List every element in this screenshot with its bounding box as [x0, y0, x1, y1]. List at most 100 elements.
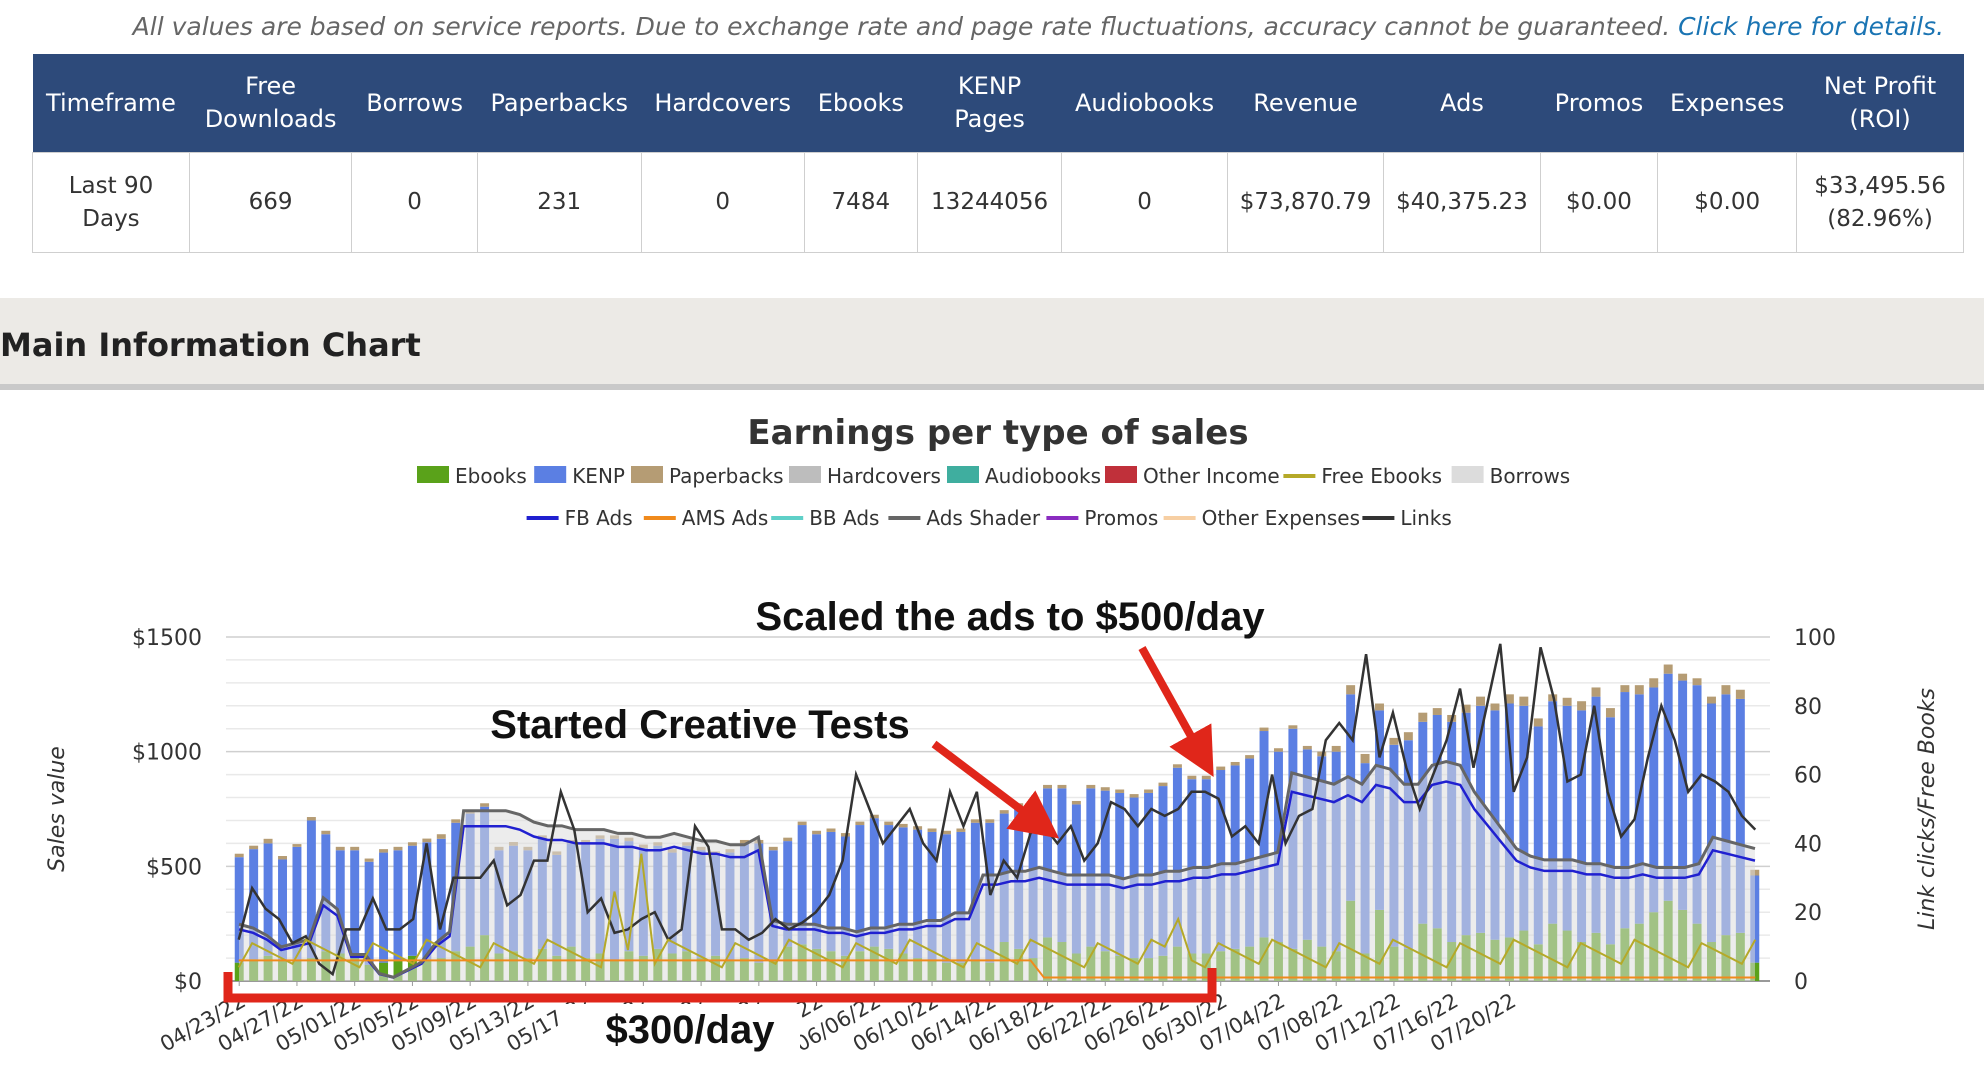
- bar-paperbacks: [1476, 696, 1486, 706]
- bar-paperbacks: [1620, 685, 1630, 693]
- bar-kenp: [1620, 692, 1630, 929]
- bar-paperbacks: [942, 830, 951, 835]
- column-header: KENP Pages: [917, 54, 1062, 153]
- bracket-300: [223, 968, 1217, 1003]
- legend-item: AMS Ads: [643, 506, 768, 530]
- bar-paperbacks: [768, 846, 778, 851]
- bar-paperbacks: [1086, 784, 1096, 789]
- legend-label: Audiobooks: [985, 464, 1101, 488]
- bar-kenp: [812, 834, 822, 949]
- column-header: Promos: [1540, 54, 1658, 153]
- column-header: Hardcovers: [641, 54, 805, 153]
- bar-kenp: [1735, 698, 1745, 933]
- bar-paperbacks: [306, 817, 316, 821]
- earnings-chart: Earnings per type of sales Ebooks KENP Pape…: [45, 413, 1940, 1064]
- bar-kenp: [292, 846, 302, 960]
- legend-swatch: [789, 466, 821, 483]
- legend-swatch: [631, 466, 663, 483]
- bar-kenp: [956, 831, 966, 963]
- bar-paperbacks: [393, 846, 403, 851]
- bar-paperbacks: [1707, 696, 1716, 704]
- bar-kenp: [1548, 701, 1558, 924]
- bar-kenp: [1707, 703, 1716, 943]
- bar-kenp: [393, 850, 403, 961]
- table-cell: Last 90 Days: [32, 152, 190, 253]
- bar-paperbacks: [451, 819, 461, 823]
- bar-kenp: [1259, 731, 1269, 938]
- bar-paperbacks: [436, 834, 446, 839]
- bar-kenp: [1721, 694, 1731, 936]
- bar-kenp: [869, 818, 879, 947]
- bar-kenp: [364, 861, 374, 965]
- bar-kenp: [1562, 705, 1572, 931]
- bar-kenp: [855, 825, 865, 952]
- legend-item: Paperbacks: [631, 464, 784, 488]
- bar-ebooks: [393, 960, 403, 981]
- bar-kenp: [436, 838, 446, 959]
- legend-label: Other Expenses: [1202, 506, 1360, 530]
- legend-item: KENP: [534, 464, 625, 488]
- bar-paperbacks: [350, 846, 360, 851]
- bar-kenp: [1605, 717, 1615, 945]
- bar-kenp: [797, 825, 807, 945]
- bar-paperbacks: [1273, 748, 1283, 752]
- legend-item: Borrows: [1451, 464, 1570, 488]
- legend-item: Audiobooks: [947, 464, 1101, 488]
- bar-kenp: [884, 825, 894, 949]
- bar-kenp: [1100, 790, 1110, 952]
- table-cell: 0: [1061, 152, 1228, 253]
- bar-paperbacks: [1115, 789, 1125, 793]
- legend-item: Promos: [1046, 506, 1158, 530]
- bar-kenp: [1057, 788, 1067, 943]
- bar-paperbacks: [480, 803, 490, 807]
- legend-item: Other Income: [1105, 464, 1280, 488]
- bar-paperbacks: [1057, 784, 1067, 789]
- table-cell: 0: [640, 152, 805, 253]
- table-cell: 669: [188, 152, 353, 253]
- legend-label: Promos: [1084, 506, 1158, 530]
- bar-kenp: [422, 842, 432, 960]
- bar-ebooks: [379, 962, 389, 981]
- bar-paperbacks: [956, 828, 966, 832]
- bar-paperbacks: [797, 821, 807, 826]
- bar-kenp: [407, 845, 417, 956]
- bar-kenp: [898, 827, 908, 954]
- legend-item: Hardcovers: [789, 464, 941, 488]
- bar-kenp: [1533, 726, 1543, 945]
- bar-paperbacks: [1302, 745, 1312, 750]
- arrow-creative-tests: [931, 740, 1060, 839]
- legend-label: FB Ads: [565, 506, 633, 530]
- summary-table: Timeframe Free Downloads Borrows Paperbacks H…: [32, 54, 1964, 253]
- column-header: Free Downloads: [189, 54, 352, 153]
- bar-paperbacks: [422, 838, 432, 843]
- legend-label: KENP: [572, 464, 625, 488]
- bar-paperbacks: [884, 821, 894, 826]
- bar-paperbacks: [1375, 703, 1384, 711]
- series-fb-ads: [238, 780, 1756, 979]
- bar-paperbacks: [379, 849, 389, 853]
- bar-paperbacks: [1129, 794, 1139, 798]
- annotation-300-bg: [560, 1004, 800, 1064]
- bar-paperbacks: [1172, 764, 1182, 768]
- details-link[interactable]: Click here for details.: [1678, 12, 1944, 41]
- bar-paperbacks: [1418, 712, 1428, 722]
- bar-paperbacks: [364, 858, 374, 862]
- legend-item: Links: [1362, 506, 1452, 530]
- bar-paperbacks: [1649, 678, 1659, 688]
- summary-data-row: Last 90 Days 669 0 231 0 7484 13244056 0 $73,870.…: [32, 152, 1964, 253]
- bar-kenp: [1504, 703, 1514, 938]
- legend-label: Ads Shader: [926, 506, 1040, 530]
- legend-swatch: [1451, 466, 1484, 483]
- bar-paperbacks: [826, 828, 836, 832]
- bar-kenp: [278, 859, 287, 961]
- bar-kenp: [783, 841, 793, 947]
- bar-paperbacks: [1245, 755, 1255, 759]
- bar-paperbacks: [263, 838, 273, 844]
- y2-tick-label: 0: [1794, 970, 1808, 995]
- bar-paperbacks: [812, 830, 822, 835]
- legend-item: Ads Shader: [888, 506, 1041, 530]
- bar-paperbacks: [1634, 685, 1644, 695]
- bar-paperbacks: [869, 814, 879, 819]
- bar-paperbacks: [739, 839, 749, 844]
- legend-item: Ebooks: [417, 464, 527, 488]
